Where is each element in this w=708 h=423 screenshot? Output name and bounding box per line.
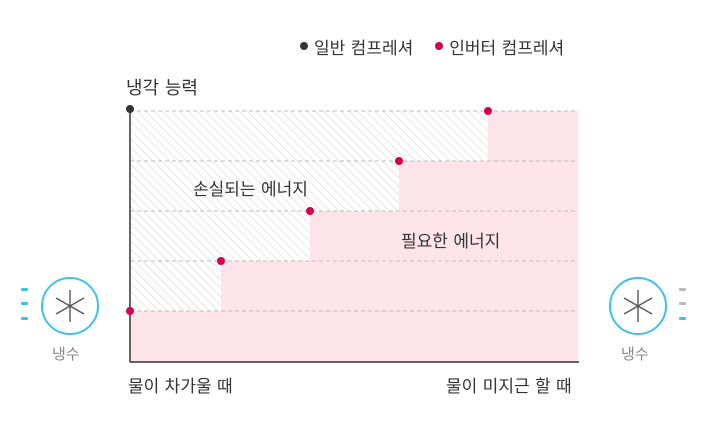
- inverter-point-4: [395, 157, 403, 165]
- left-cooling-label: 냉수: [52, 345, 80, 363]
- legend-label-general: 일반 컴프레셔: [314, 38, 414, 59]
- snowflake-icon: [41, 277, 99, 335]
- cooling-level-dash: [679, 317, 686, 320]
- snowflake-icon: [609, 277, 667, 335]
- needed-energy-area: [130, 111, 578, 362]
- legend-dot-general: [300, 42, 308, 50]
- x-axis-left-label: 물이 차가울 때: [128, 377, 233, 397]
- needed-energy-label: 필요한 에너지: [401, 232, 501, 252]
- inverter-point-3: [306, 207, 314, 215]
- lost-energy-label: 손실되는 에너지: [193, 180, 308, 200]
- cooling-level-dash: [679, 288, 686, 291]
- gridlines: [130, 110, 578, 312]
- legend-label-inverter: 인버터 컴프레셔: [449, 38, 565, 59]
- legend-dot-inverter: [435, 42, 444, 50]
- x-axis-right-label: 물이 미지근 할 때: [446, 377, 572, 397]
- y-axis-label: 냉각 능력: [126, 78, 198, 99]
- inverter-point-1: [126, 307, 134, 315]
- inverter-point-2: [217, 257, 225, 265]
- general-compressor-point: [126, 105, 134, 113]
- legend-item-inverter: 인버터 컴프레셔: [435, 34, 564, 59]
- legend: 일반 컴프레셔 인버터 컴프레셔: [300, 34, 586, 59]
- legend-item-general: 일반 컴프레셔: [300, 34, 413, 59]
- cooling-level-dash: [679, 302, 686, 305]
- right-cooling-label: 냉수: [621, 345, 649, 363]
- cooling-level-dash: [21, 288, 28, 291]
- cooling-level-dash: [21, 317, 28, 320]
- inverter-point-5: [484, 107, 492, 115]
- cooling-level-dash: [21, 302, 28, 305]
